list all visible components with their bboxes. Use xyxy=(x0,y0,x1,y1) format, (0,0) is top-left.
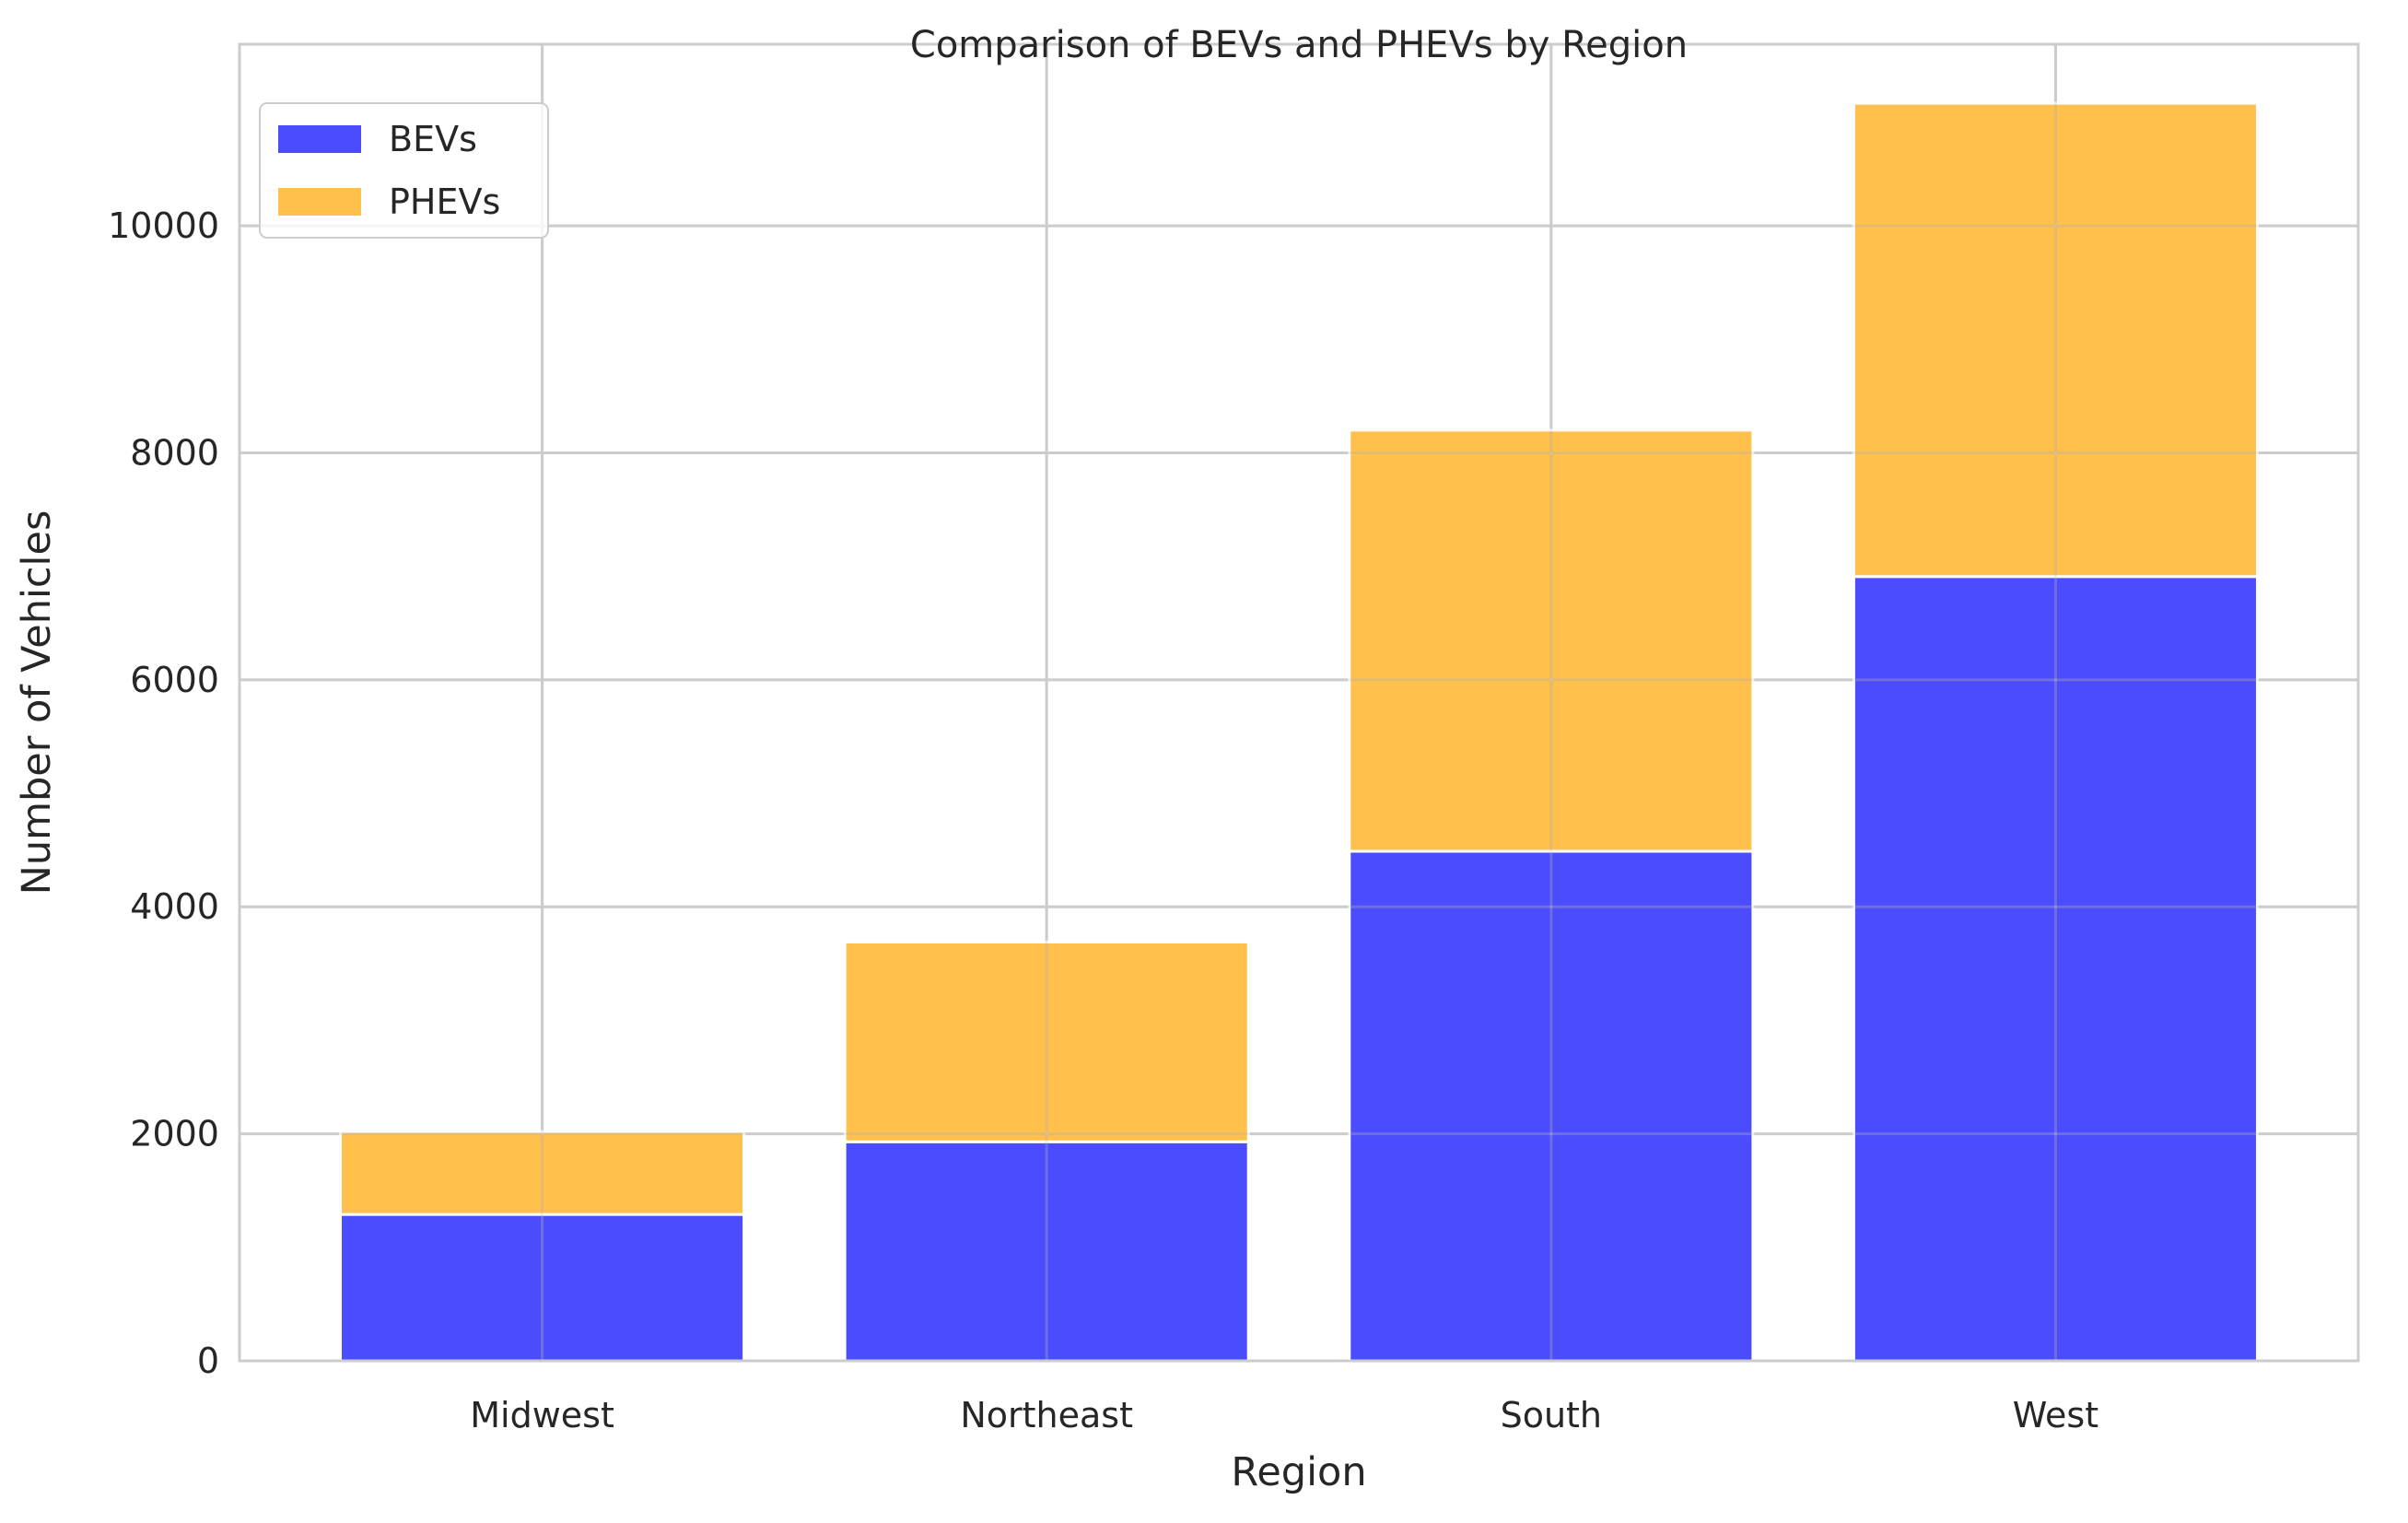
bar-phevs-northeast xyxy=(843,940,1250,1143)
y-tick-label: 2000 xyxy=(130,1114,219,1154)
x-tick-label: South xyxy=(1501,1395,1602,1435)
x-axis-label: Region xyxy=(1231,1449,1366,1495)
y-tick-label: 4000 xyxy=(130,886,219,927)
x-tick-label: Midwest xyxy=(470,1395,614,1435)
tick-labels: 0 2000 4000 6000 8000 10000 Midwest Northeast So… xyxy=(108,205,2098,1435)
plot-frame xyxy=(238,42,2360,1363)
x-tick-label: Northeast xyxy=(960,1395,1133,1435)
y-tick-label: 8000 xyxy=(130,432,219,473)
bar-bevs-west xyxy=(1852,575,2259,1363)
x-tick-label: West xyxy=(2013,1395,2098,1435)
y-tick-label: 0 xyxy=(197,1341,219,1381)
y-tick-label: 10000 xyxy=(108,205,219,246)
bars xyxy=(240,44,2358,1363)
y-axis-label: Number of Vehicles xyxy=(14,510,60,896)
bar-phevs-west xyxy=(1852,101,2259,579)
y-tick-label: 6000 xyxy=(130,660,219,700)
legend-label-bevs: BEVs xyxy=(389,119,477,159)
chart-title: Comparison of BEVs and PHEVs by Region xyxy=(910,24,1688,66)
legend-swatch-phevs xyxy=(278,188,361,216)
bar-phevs-south xyxy=(1348,428,1755,853)
legend-swatch-bevs xyxy=(278,125,361,153)
bar-bevs-northeast xyxy=(843,1140,1250,1363)
bar-phevs-midwest xyxy=(339,1130,746,1216)
legend: BEVs PHEVs xyxy=(259,102,549,239)
legend-label-phevs: PHEVs xyxy=(389,182,500,222)
